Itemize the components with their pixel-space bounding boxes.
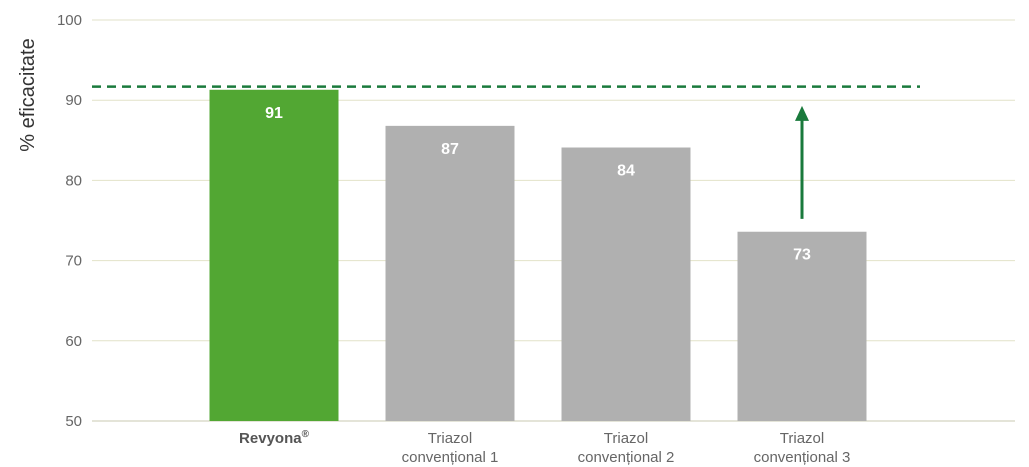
bar-value-label: 84 xyxy=(617,163,635,180)
y-tick-label: 90 xyxy=(65,92,82,109)
bars xyxy=(209,89,867,422)
y-tick-label: 70 xyxy=(65,253,82,270)
bar xyxy=(209,89,339,422)
bar xyxy=(385,125,515,421)
bar-value-label: 87 xyxy=(441,141,459,158)
y-tick-label: 100 xyxy=(57,12,82,29)
category-labels: Revyona® Triazol convențional 1 Triazol conv… xyxy=(239,429,850,466)
y-tick-label: 50 xyxy=(65,413,82,430)
y-tick-label: 80 xyxy=(65,172,82,189)
category-label: Triazol convențional 1 xyxy=(402,430,499,466)
bar xyxy=(561,147,691,421)
bar-value-label: 73 xyxy=(793,247,811,264)
category-label: Triazol convențional 2 xyxy=(578,430,675,466)
value-labels: 91 87 84 73 xyxy=(265,105,811,264)
improvement-arrow xyxy=(795,105,809,219)
category-label: Revyona® xyxy=(239,429,310,447)
y-axis-label: % eficacitate xyxy=(17,38,39,151)
category-label: Triazol convențional 3 xyxy=(754,430,851,466)
y-axis-ticks: 50 60 70 80 90 100 xyxy=(57,12,82,430)
bar-value-label: 91 xyxy=(265,105,283,122)
arrow-head-icon xyxy=(795,105,809,121)
y-tick-label: 60 xyxy=(65,333,82,350)
bar xyxy=(737,231,867,421)
